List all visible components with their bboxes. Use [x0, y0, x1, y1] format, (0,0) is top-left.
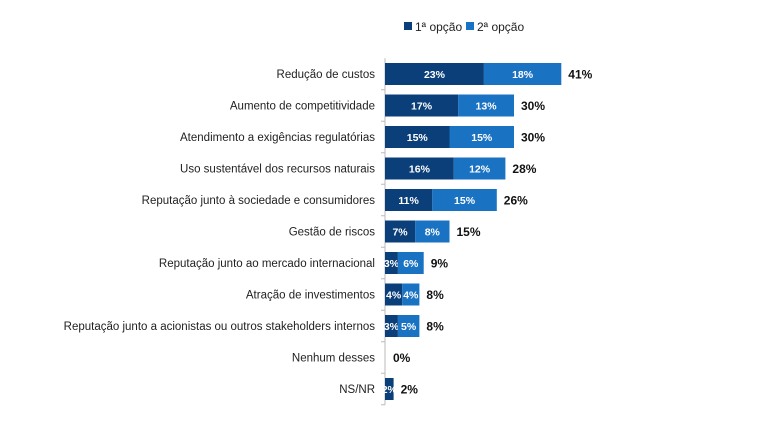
legend-swatch — [466, 22, 474, 30]
segment-label: 7% — [392, 227, 408, 239]
total-label: 8% — [426, 320, 444, 334]
bar-segment — [385, 157, 454, 180]
total-label: 9% — [431, 257, 449, 271]
bar-segment — [385, 189, 433, 211]
category-label: Atração de investimentos — [246, 290, 375, 302]
legend-swatch — [404, 22, 412, 30]
segment-label: 5% — [401, 321, 417, 333]
bar-segment — [415, 220, 450, 243]
segment-label: 13% — [476, 101, 498, 113]
total-label: 30% — [521, 131, 545, 145]
total-label: 2% — [401, 383, 419, 397]
bar-segment — [449, 126, 514, 148]
category-label: Aumento de competitividade — [230, 101, 375, 113]
segment-label: 18% — [512, 69, 534, 81]
legend-label: 1ª opção — [415, 20, 462, 34]
segment-label: 3% — [384, 258, 400, 270]
bar-segment — [385, 283, 403, 306]
category-label: Nenhum desses — [292, 353, 375, 365]
bar-segment — [385, 126, 450, 148]
bar-segment — [397, 315, 420, 337]
total-label: 30% — [521, 99, 545, 113]
category-label: Reputação junto a acionistas ou outros s… — [64, 321, 376, 333]
bar-segment — [458, 94, 514, 117]
category-label: Reputação junto à sociedade e consumidor… — [142, 195, 376, 207]
segment-label: 3% — [384, 321, 400, 333]
segment-label: 15% — [407, 132, 429, 144]
segment-label: 15% — [471, 132, 493, 144]
segment-label: 23% — [424, 69, 446, 81]
bar-segment — [453, 157, 506, 180]
total-label: 15% — [457, 225, 481, 239]
category-label: Redução de custos — [277, 69, 376, 81]
segment-label: 15% — [454, 195, 476, 207]
legend-label: 2ª opção — [477, 20, 524, 34]
total-label: 8% — [426, 288, 444, 302]
bar-segment — [397, 252, 424, 274]
segment-label: 16% — [409, 164, 431, 176]
total-label: 28% — [512, 162, 536, 176]
bar-segment — [385, 378, 394, 400]
bar-segment — [402, 283, 420, 306]
bar-segment — [385, 252, 398, 274]
segment-label: 4% — [403, 290, 419, 302]
segment-label: 17% — [411, 101, 433, 113]
bar-segment — [483, 63, 562, 85]
segment-label: 8% — [425, 227, 441, 239]
category-label: Gestão de riscos — [289, 227, 376, 239]
segment-label: 6% — [403, 258, 419, 270]
bar-segment — [385, 315, 398, 337]
bar-segment — [385, 94, 459, 117]
category-label: NS/NR — [339, 384, 375, 396]
bar-segment — [385, 220, 416, 243]
category-label: Uso sustentável dos recursos naturais — [180, 164, 375, 176]
segment-label: 11% — [398, 195, 419, 207]
segment-label: 12% — [469, 164, 491, 176]
bar-segment — [385, 63, 484, 85]
total-label: 26% — [504, 194, 528, 208]
segment-label: 4% — [386, 290, 402, 302]
category-label: Reputação junto ao mercado internacional — [159, 258, 375, 270]
category-label: Atendimento a exigências regulatórias — [180, 132, 375, 144]
total-label: 0% — [393, 351, 411, 365]
total-label: 41% — [568, 68, 592, 82]
bar-segment — [432, 189, 497, 211]
segment-label: 2% — [382, 384, 398, 396]
